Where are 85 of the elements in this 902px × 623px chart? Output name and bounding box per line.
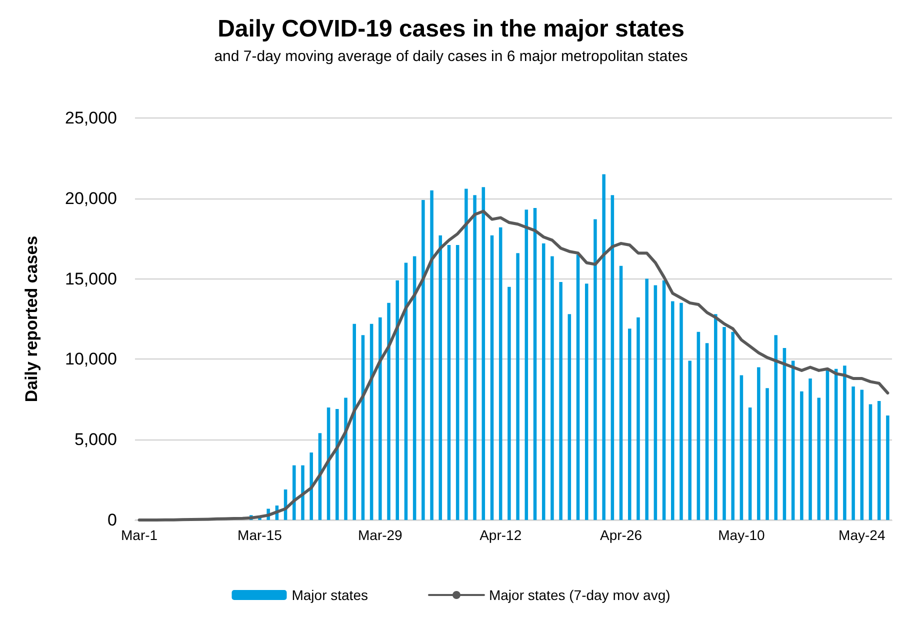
bar: [645, 278, 648, 520]
bar: [680, 302, 683, 520]
bar: [886, 415, 890, 520]
bar: [782, 348, 786, 520]
bar: [584, 284, 588, 520]
bar: [542, 243, 546, 520]
x-tick-label: May-10: [718, 527, 766, 543]
bar: [404, 262, 408, 520]
bar: [852, 386, 855, 520]
chart-subtitle: and 7-day moving average of daily cases in 6 major metropolitan states: [214, 48, 688, 65]
bar: [456, 245, 460, 520]
x-tick-label: May-24: [838, 527, 886, 543]
bar: [817, 398, 821, 520]
bar: [576, 254, 580, 520]
bar: [696, 332, 700, 520]
bar: [688, 360, 692, 520]
x-tick-label: Mar-15: [238, 527, 282, 543]
bar: [731, 332, 734, 520]
bar: [292, 465, 296, 520]
y-axis-title: Daily reported cases: [22, 236, 41, 402]
x-tick-label: Apr-26: [600, 527, 642, 543]
bar: [714, 314, 718, 520]
bar: [619, 266, 623, 520]
bar: [654, 285, 658, 520]
bar: [533, 208, 537, 520]
bar: [791, 360, 795, 520]
bar: [602, 174, 606, 520]
y-tick-label: 25,000: [65, 108, 117, 128]
bar: [301, 465, 304, 520]
bar: [766, 388, 769, 520]
line-series: [138, 210, 890, 522]
bar: [344, 398, 348, 520]
bar: [336, 409, 339, 520]
bar: [310, 452, 313, 520]
bar: [757, 367, 760, 520]
y-tick-label: 0: [108, 510, 117, 530]
bar: [722, 327, 726, 520]
bar: [628, 328, 632, 520]
bar: [636, 317, 640, 520]
bar: [860, 390, 864, 520]
bar: [396, 280, 400, 520]
bar: [387, 302, 390, 520]
bar: [516, 253, 520, 520]
x-tick-label: Apr-12: [480, 527, 522, 543]
bar: [748, 407, 752, 520]
bar: [559, 282, 562, 520]
bar: [843, 366, 846, 520]
y-tick-label: 5,000: [74, 430, 117, 450]
legend-label: Major states: [292, 587, 368, 603]
x-tick-label: Mar-29: [358, 527, 403, 543]
bar: [568, 314, 572, 520]
bar: [740, 375, 744, 520]
chart-title: Daily COVID-19 cases in the major states: [218, 16, 684, 42]
bar: [447, 245, 451, 520]
bar: [498, 227, 502, 520]
bar: [808, 378, 812, 520]
bar: [490, 235, 494, 520]
bar: [705, 343, 709, 520]
bar: [826, 370, 830, 520]
bar: [438, 235, 442, 520]
bar: [662, 280, 666, 520]
legend-label: Major states (7-day mov avg): [488, 587, 670, 603]
bar: [877, 401, 881, 520]
bar: [774, 335, 778, 520]
bar: [378, 317, 382, 520]
bar: [671, 301, 674, 520]
y-tick-label: 10,000: [65, 350, 117, 369]
y-tick-label: 15,000: [65, 269, 117, 288]
x-tick-label: Mar-1: [121, 527, 158, 543]
bar: [550, 256, 554, 520]
bar: [594, 219, 597, 520]
bar: [422, 200, 425, 520]
bar: [834, 368, 838, 520]
bar: [430, 190, 434, 520]
bar: [482, 187, 486, 520]
bar: [352, 324, 356, 520]
bar: [412, 256, 416, 520]
bar: [800, 391, 804, 520]
bar: [464, 188, 468, 520]
bar: [524, 210, 528, 520]
bar: [508, 286, 511, 520]
y-tick-label: 20,000: [65, 188, 117, 208]
bar: [868, 404, 872, 520]
bar: [473, 195, 476, 520]
bar: [610, 195, 614, 520]
